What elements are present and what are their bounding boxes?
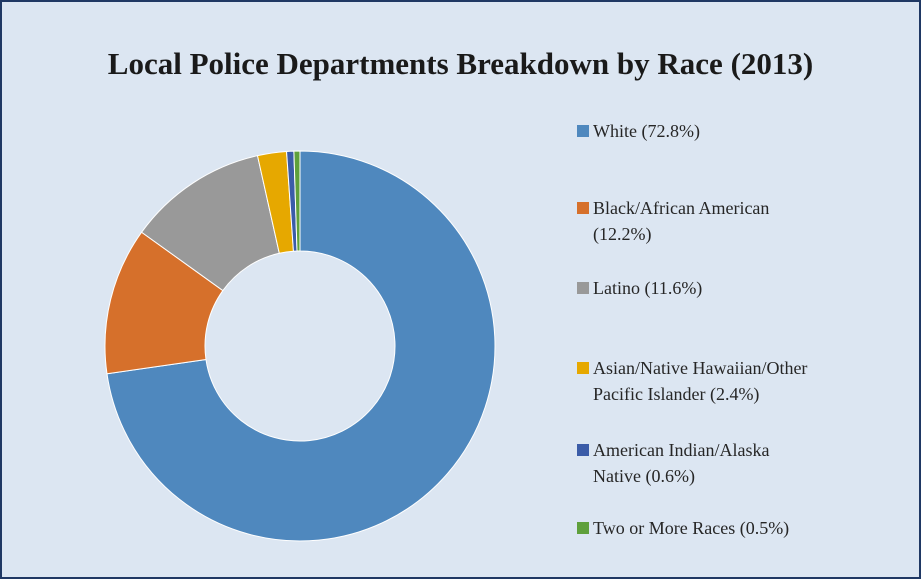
legend-label-asian-line2: Pacific Islander (2.4%) xyxy=(593,384,760,404)
legend-label-black: Black/African American xyxy=(593,198,770,218)
legend-label-latino: Latino (11.6%) xyxy=(593,278,703,298)
legend-swatch-american-indian xyxy=(577,444,589,456)
legend-label-two-or-more: Two or More Races (0.5%) xyxy=(593,518,790,538)
legend-item-white: White (72.8%) xyxy=(577,118,907,144)
legend-item-asian: Asian/Native Hawaiian/Other Pacific Isla… xyxy=(577,355,907,407)
legend-label-white: White (72.8%) xyxy=(593,121,700,141)
legend-label-asian: Asian/Native Hawaiian/Other xyxy=(593,358,808,378)
legend-label-black-line2: (12.2%) xyxy=(593,224,652,244)
legend-item-two-or-more: Two or More Races (0.5%) xyxy=(577,515,907,541)
legend-swatch-black xyxy=(577,202,589,214)
legend-label-american-indian: American Indian/Alaska xyxy=(593,440,770,460)
legend-swatch-latino xyxy=(577,282,589,294)
legend-item-american-indian: American Indian/Alaska Native (0.6%) xyxy=(577,437,907,489)
donut-slice-white xyxy=(106,150,496,542)
legend-item-black: Black/African American (12.2%) xyxy=(577,195,907,247)
chart-title: Local Police Departments Breakdown by Ra… xyxy=(107,46,814,81)
legend-swatch-asian xyxy=(577,362,589,374)
legend-swatch-two-or-more xyxy=(577,522,589,534)
legend-item-latino: Latino (11.6%) xyxy=(577,275,907,301)
legend-swatch-white xyxy=(577,125,589,137)
legend-label-american-indian-line2: Native (0.6%) xyxy=(593,466,695,486)
donut-slice-two-or-more xyxy=(293,150,301,252)
